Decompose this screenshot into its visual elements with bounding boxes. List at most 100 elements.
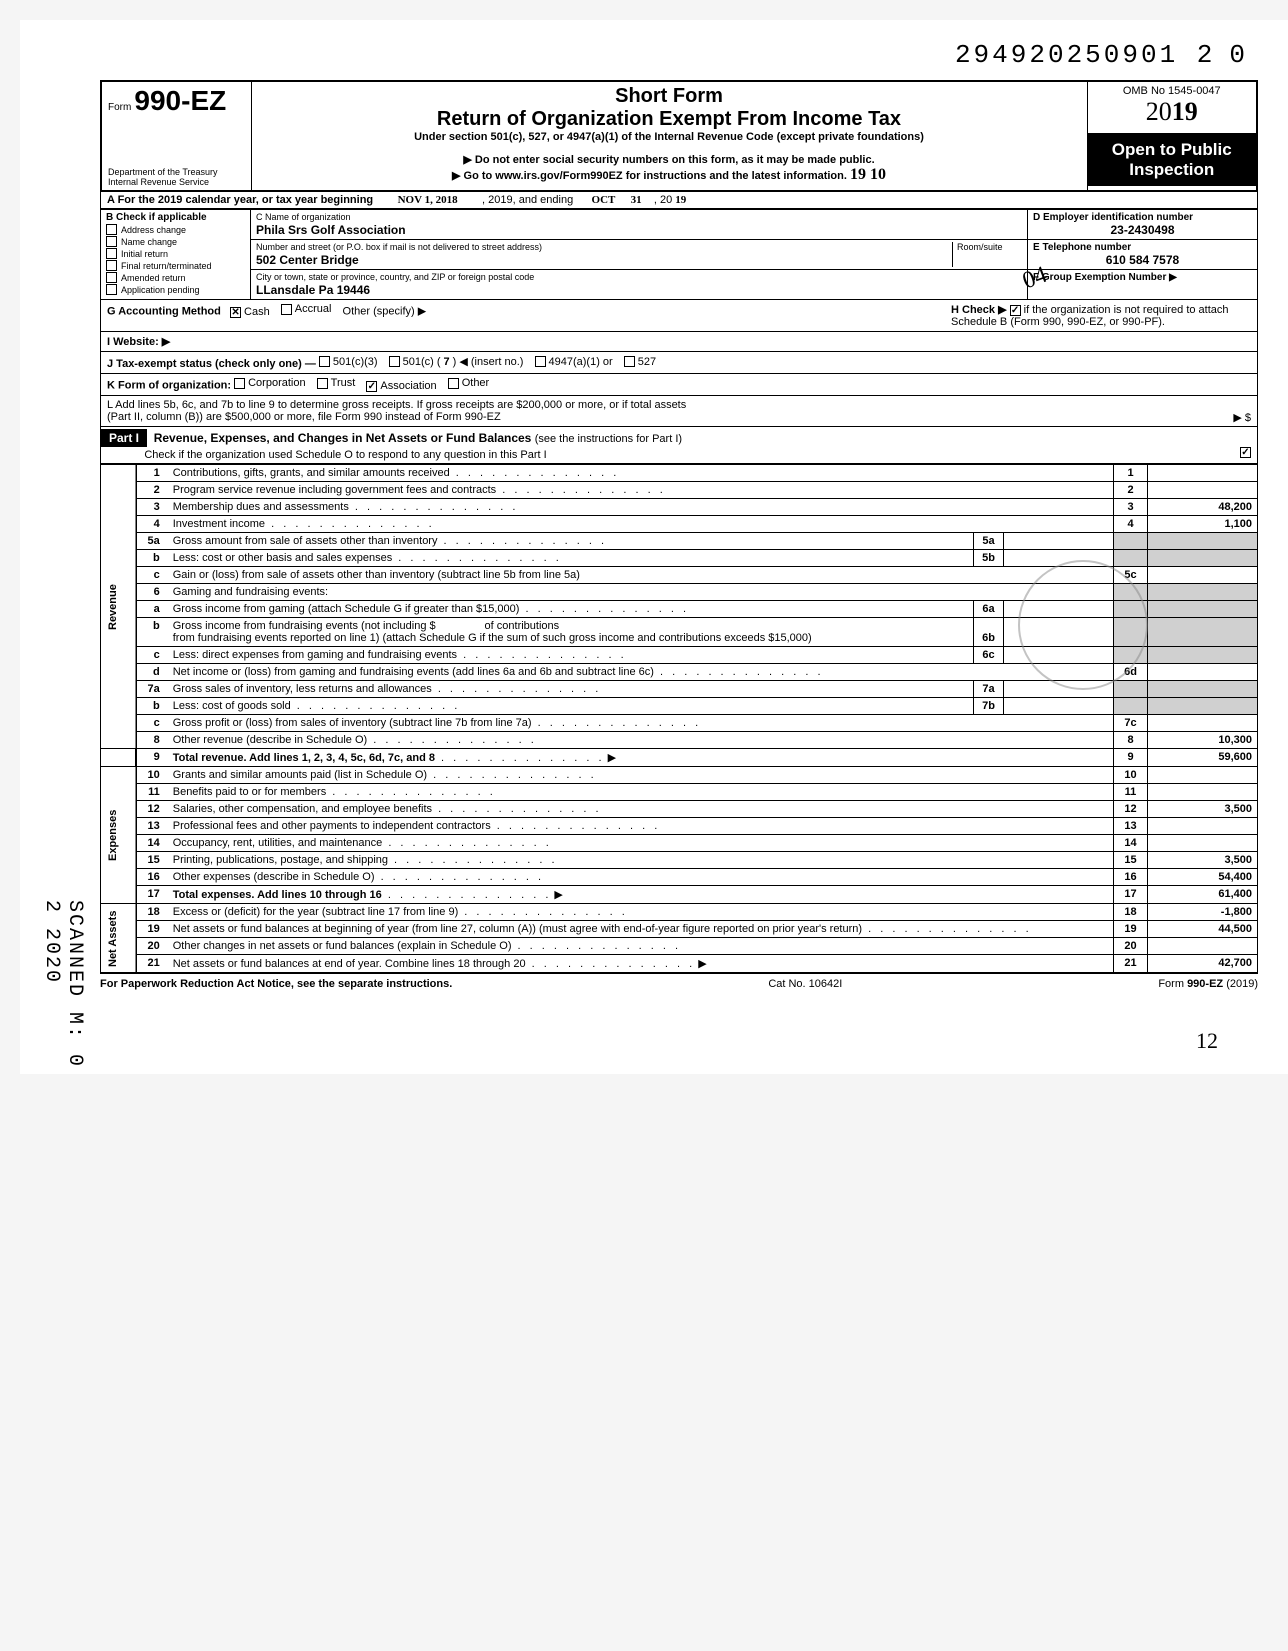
ln-19-num: 19 <box>1114 921 1148 938</box>
ln-14-amt <box>1148 835 1258 852</box>
lbl-501c3: 501(c)(3) <box>333 356 378 368</box>
ln-6c-no: c <box>136 647 168 664</box>
form-page: 294920250901 20 Form 990-EZ Department o… <box>20 20 1288 1074</box>
ln-11-num: 11 <box>1114 784 1148 801</box>
part1-note: (see the instructions for Part I) <box>535 433 682 445</box>
check-address-change[interactable] <box>106 224 117 235</box>
ln-3-amt: 48,200 <box>1148 499 1258 516</box>
l-text1: L Add lines 5b, 6c, and 7b to line 9 to … <box>107 399 686 411</box>
ln-2-desc: Program service revenue including govern… <box>173 484 496 496</box>
lbl-accrual: Accrual <box>295 303 332 315</box>
ln-5c-no: c <box>136 567 168 584</box>
check-schedule-b[interactable] <box>1010 305 1021 316</box>
lbl-amended-return: Amended return <box>121 273 186 283</box>
ln-17-no: 17 <box>136 886 168 904</box>
ln-20-num: 20 <box>1114 938 1148 955</box>
check-cash[interactable] <box>230 307 241 318</box>
ln-6a-no: a <box>136 601 168 618</box>
ln-6a-sub: 6a <box>974 601 1004 618</box>
ln-6b-desc-pre: Gross income from fundraising events (no… <box>173 620 436 632</box>
g-label: G Accounting Method <box>107 306 221 318</box>
netassets-side-label: Net Assets <box>101 904 137 973</box>
ln-9-amt: 59,600 <box>1148 749 1258 767</box>
check-application-pending[interactable] <box>106 284 117 295</box>
e-label: E Telephone number <box>1033 242 1131 253</box>
ln-5a-sub: 5a <box>974 533 1004 550</box>
dln-number: 294920250901 20 <box>955 40 1248 70</box>
row-a-label: A For the 2019 calendar year, or tax yea… <box>107 194 373 206</box>
ln-7a-sub: 7a <box>974 681 1004 698</box>
ln-8-num: 8 <box>1114 732 1148 749</box>
ein: 23-2430498 <box>1033 223 1252 237</box>
ln-12-amt: 3,500 <box>1148 801 1258 818</box>
form-number: 990-EZ <box>134 85 226 116</box>
ln-3-desc: Membership dues and assessments <box>173 501 349 513</box>
ln-7a-desc: Gross sales of inventory, less returns a… <box>173 683 432 695</box>
footer-left: For Paperwork Reduction Act Notice, see … <box>100 978 452 990</box>
street: 502 Center Bridge <box>256 253 359 267</box>
lbl-other-specify: Other (specify) ▶ <box>343 306 427 318</box>
open-public-badge: Open to Public Inspection <box>1088 134 1257 186</box>
ln-10-desc: Grants and similar amounts paid (list in… <box>173 769 427 781</box>
check-501c3[interactable] <box>319 356 330 367</box>
ln-9-desc: Total revenue. Add lines 1, 2, 3, 4, 5c,… <box>173 752 435 764</box>
ln-5b-subamt <box>1004 550 1114 567</box>
ln-6d-no: d <box>136 664 168 681</box>
org-name: Phila Srs Golf Association <box>256 223 406 237</box>
ln-19-desc: Net assets or fund balances at beginning… <box>173 923 862 935</box>
lbl-501c-after: ) ◀ (insert no.) <box>453 355 524 368</box>
dln-main: 294920250901 2 <box>955 40 1215 70</box>
ln-5a-shade2 <box>1148 533 1258 550</box>
footer-right: Form 990-EZ (2019) <box>1158 978 1258 990</box>
ln-17-amt: 61,400 <box>1148 886 1258 904</box>
check-initial-return[interactable] <box>106 248 117 259</box>
check-corporation[interactable] <box>234 378 245 389</box>
check-other-org[interactable] <box>448 378 459 389</box>
j-label: J Tax-exempt status (check only one) — <box>107 358 316 370</box>
check-association[interactable] <box>366 381 377 392</box>
check-accrual[interactable] <box>281 304 292 315</box>
ln-2-amt <box>1148 482 1258 499</box>
room-label: Room/suite <box>957 242 1003 252</box>
l-arrow: ▶ $ <box>1233 411 1251 424</box>
ln-5c-desc: Gain or (loss) from sale of assets other… <box>173 569 580 581</box>
check-4947[interactable] <box>535 356 546 367</box>
h-label: H Check ▶ <box>951 304 1007 316</box>
check-527[interactable] <box>624 356 635 367</box>
f-label: F Group Exemption Number ▶ <box>1033 272 1177 283</box>
ln-17-num: 17 <box>1114 886 1148 904</box>
ln-5a-desc: Gross amount from sale of assets other t… <box>173 535 438 547</box>
lbl-trust: Trust <box>331 377 356 389</box>
check-501c[interactable] <box>389 356 400 367</box>
scanned-stamp: SCANNED M: 0 2 2020 <box>40 900 86 1074</box>
ln-21-num: 21 <box>1114 955 1148 973</box>
ln-2-no: 2 <box>136 482 168 499</box>
ln-7a-no: 7a <box>136 681 168 698</box>
ln-13-desc: Professional fees and other payments to … <box>173 820 491 832</box>
footer-center: Cat No. 10642I <box>768 978 842 990</box>
check-final-return[interactable] <box>106 260 117 271</box>
ln-9-no: 9 <box>136 749 168 767</box>
ln-21-no: 21 <box>136 955 168 973</box>
ln-6a-subamt <box>1004 601 1114 618</box>
ln-7c-amt <box>1148 715 1258 732</box>
check-amended-return[interactable] <box>106 272 117 283</box>
part1-header: Part I Revenue, Expenses, and Changes in… <box>100 427 1258 464</box>
ln-5a-shade <box>1114 533 1148 550</box>
tax-year: 2019 <box>1094 97 1251 127</box>
ln-13-amt <box>1148 818 1258 835</box>
ln-15-desc: Printing, publications, postage, and shi… <box>173 854 388 866</box>
ln-12-desc: Salaries, other compensation, and employ… <box>173 803 432 815</box>
ln-17-desc: Total expenses. Add lines 10 through 16 <box>173 889 382 901</box>
handwritten-page-num: 12 <box>1196 1028 1218 1054</box>
lbl-501c: 501(c) ( <box>403 356 441 368</box>
check-trust[interactable] <box>317 378 328 389</box>
check-schedule-o[interactable] <box>1240 447 1251 458</box>
ln-18-desc: Excess or (deficit) for the year (subtra… <box>173 906 459 918</box>
ln-15-amt: 3,500 <box>1148 852 1258 869</box>
ln-14-desc: Occupancy, rent, utilities, and maintena… <box>173 837 383 849</box>
ln-16-num: 16 <box>1114 869 1148 886</box>
phone: 610 584 7578 <box>1033 253 1252 267</box>
lbl-cash: Cash <box>244 306 270 318</box>
check-name-change[interactable] <box>106 236 117 247</box>
